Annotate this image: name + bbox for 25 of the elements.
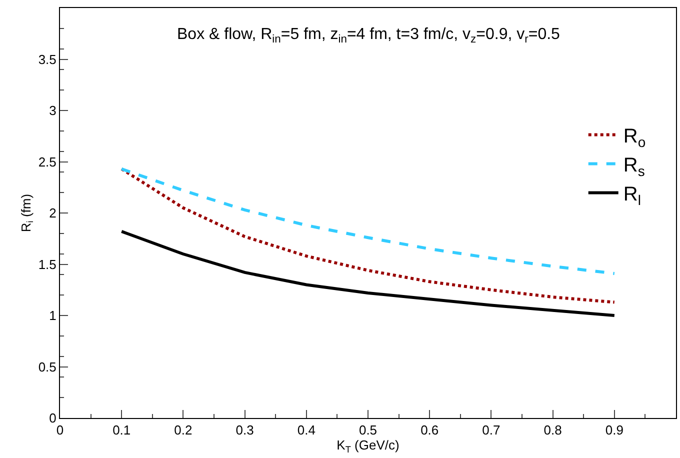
legend-label: R$_{s}$ <box>623 154 645 179</box>
y-tick-label: 2.5 <box>38 154 56 170</box>
y-tick-label: 2 <box>49 206 56 221</box>
legend-label: R$_{o}$ <box>623 126 646 150</box>
x-tick-label: 0.9 <box>605 422 624 438</box>
x-tick-label: 0.5 <box>358 422 378 438</box>
x-axis-title: K$_{T}$ (GeV/c) <box>336 438 400 454</box>
y-tick-label: 3.5 <box>38 52 56 67</box>
line-series <box>120 230 616 317</box>
y-tick-label: 1.5 <box>38 256 56 272</box>
x-tick-label: 0.4 <box>297 422 316 438</box>
y-tick-label: 1 <box>49 308 56 324</box>
y-tick-label: 0 <box>49 410 56 426</box>
x-tick-label: 0.2 <box>174 422 192 438</box>
x-tick-label: 0.6 <box>420 422 439 438</box>
x-tick-label: 0.8 <box>544 422 562 438</box>
line-series <box>120 167 616 304</box>
x-tick-label: 0.3 <box>236 422 254 438</box>
line-series <box>120 167 616 275</box>
x-tick-label: 0.7 <box>482 422 500 438</box>
y-tick-label: 3 <box>49 103 56 118</box>
y-tick-label: 0.5 <box>38 359 56 374</box>
chart-title: Box & flow, R$_{in}$=5 fm, z$_{in}$=4 fm, t=3 fm/c, v$_{z}$=0.9, v$_{r}$=0.5 <box>177 26 560 46</box>
x-tick-label: 0.1 <box>112 422 131 438</box>
legend-label: R$_{l}$ <box>623 184 641 208</box>
